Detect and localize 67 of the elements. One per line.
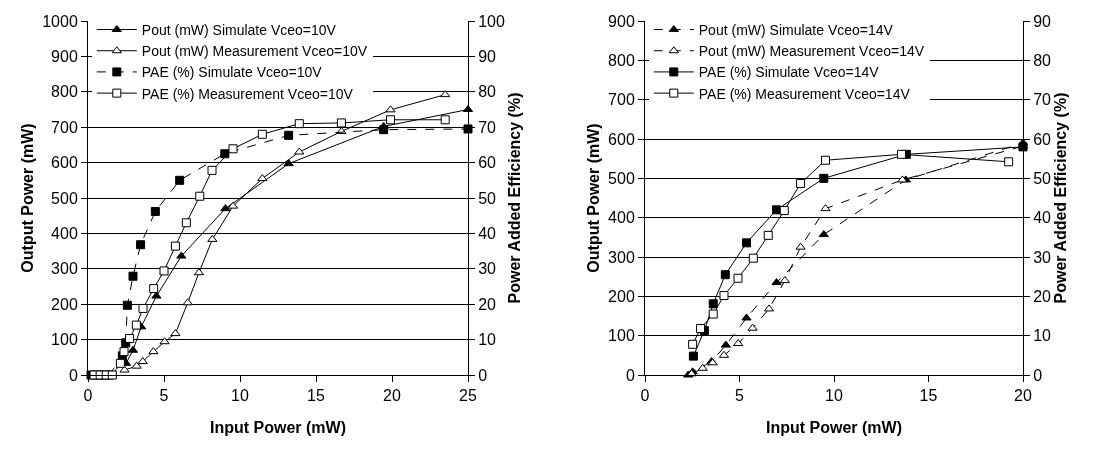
y-tick-label: 100 xyxy=(51,331,78,349)
x-tick-label: 15 xyxy=(919,387,938,405)
y2-tick-label: 20 xyxy=(1033,287,1052,305)
y2-tick-label: 80 xyxy=(478,83,497,101)
y-tick-label: 800 xyxy=(51,83,78,101)
x-tick-label: 20 xyxy=(383,387,401,405)
x-tick-label: 20 xyxy=(1014,387,1032,405)
y2-tick-label: 20 xyxy=(478,295,497,313)
y-tick-label: 400 xyxy=(51,225,78,242)
y2-tick-label: 30 xyxy=(1033,248,1052,266)
legend-label: Pout (mW) Simulate Vceo=10V xyxy=(141,21,337,38)
legend-label: PAE (%) Measurement Vceo=10V xyxy=(141,85,354,102)
y2-tick-label: 40 xyxy=(1033,209,1052,227)
y-tick-label: 800 xyxy=(608,51,635,69)
x-tick-label: 10 xyxy=(231,387,249,405)
y-tick-label: 600 xyxy=(608,130,635,148)
legend-label: PAE (%) Simulate Vceo=10V xyxy=(141,64,323,81)
y-tick-label: 400 xyxy=(608,209,635,227)
y-tick-label: 300 xyxy=(608,248,635,266)
y-tick-label: 1000 xyxy=(42,12,78,30)
y2-tick-label: 10 xyxy=(478,331,497,349)
legend-label: Pout (mW) Simulate Vceo=14V xyxy=(698,21,894,38)
y-tick-label: 500 xyxy=(51,189,78,207)
y2-tick-label: 0 xyxy=(1033,366,1043,384)
x-axis-title: Input Power (mW) xyxy=(766,419,902,436)
legend-label: PAE (%) Simulate Vceo=14V xyxy=(698,64,880,81)
y2-tick-label: 70 xyxy=(1033,91,1052,109)
y2-axis-title: Power Added Efficiency (%) xyxy=(1051,92,1069,304)
y2-tick-label: 100 xyxy=(478,12,505,30)
legend-label: Pout (mW) Measurement Vceo=10V xyxy=(141,43,368,60)
y2-tick-label: 0 xyxy=(478,366,488,384)
y2-tick-label: 50 xyxy=(478,189,497,207)
y2-tick-label: 80 xyxy=(1033,51,1052,69)
x-tick-label: 5 xyxy=(735,387,745,405)
x-tick-label: 0 xyxy=(640,387,650,405)
y-tick-label: 0 xyxy=(68,366,78,384)
y2-tick-label: 30 xyxy=(478,260,497,278)
y-tick-label: 900 xyxy=(608,12,635,30)
y-tick-label: 600 xyxy=(51,154,78,172)
y-tick-label: 200 xyxy=(608,287,635,305)
y2-tick-label: 60 xyxy=(478,154,497,172)
y-tick-label: 500 xyxy=(608,169,635,187)
y2-tick-label: 90 xyxy=(478,48,497,65)
x-tick-label: 5 xyxy=(159,387,169,405)
y-tick-label: 200 xyxy=(51,295,78,313)
x-tick-label: 10 xyxy=(825,387,843,405)
y2-tick-label: 40 xyxy=(478,225,497,242)
y-tick-label: 700 xyxy=(51,118,78,136)
y2-tick-label: 70 xyxy=(478,118,497,136)
y-tick-label: 300 xyxy=(51,260,78,278)
y-tick-label: 700 xyxy=(608,91,635,109)
y-axis-title: Output Power (mW) xyxy=(585,123,602,273)
legend-label: PAE (%) Measurement Vceo=14V xyxy=(698,85,911,102)
y2-tick-label: 10 xyxy=(1033,327,1052,345)
y-tick-label: 0 xyxy=(625,366,635,384)
y2-axis-title: Power Added Efficiency (%) xyxy=(505,92,523,304)
y2-tick-label: 90 xyxy=(1033,12,1052,30)
y-tick-label: 100 xyxy=(608,327,635,345)
y2-tick-label: 50 xyxy=(1033,169,1052,187)
y2-tick-label: 60 xyxy=(1033,130,1052,148)
y-tick-label: 900 xyxy=(51,48,78,65)
x-tick-label: 25 xyxy=(459,387,477,405)
x-axis-title: Input Power (mW) xyxy=(210,419,346,436)
x-tick-label: 15 xyxy=(307,387,325,405)
x-tick-label: 0 xyxy=(83,387,93,405)
y-axis-title: Output Power (mW) xyxy=(19,123,37,273)
legend-label: Pout (mW) Measurement Vceo=14V xyxy=(698,43,925,60)
